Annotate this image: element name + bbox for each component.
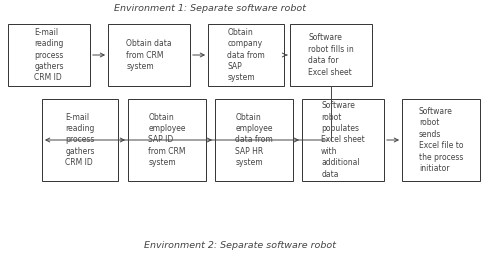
Text: Environment 1: Separate software robot: Environment 1: Separate software robot bbox=[114, 4, 306, 13]
Text: Obtain
company
data from
SAP
system: Obtain company data from SAP system bbox=[227, 28, 265, 82]
Bar bbox=[42, 99, 118, 181]
Text: Obtain data
from CRM
system: Obtain data from CRM system bbox=[126, 39, 172, 71]
Bar bbox=[402, 99, 480, 181]
Text: Obtain
employee
SAP ID
from CRM
system: Obtain employee SAP ID from CRM system bbox=[148, 113, 186, 167]
Text: E-mail
reading
process
gathers
CRM ID: E-mail reading process gathers CRM ID bbox=[34, 28, 64, 82]
Text: Obtain
employee
data from
SAP HR
system: Obtain employee data from SAP HR system bbox=[235, 113, 273, 167]
Bar bbox=[8, 24, 90, 86]
Bar bbox=[128, 99, 206, 181]
Bar bbox=[208, 24, 284, 86]
Text: E-mail
reading
process
gathers
CRM ID: E-mail reading process gathers CRM ID bbox=[65, 113, 95, 167]
Text: Software
robot
populates
Excel sheet
with
additional
data: Software robot populates Excel sheet wit… bbox=[321, 101, 365, 179]
Text: Software
robot fills in
data for
Excel sheet: Software robot fills in data for Excel s… bbox=[308, 33, 354, 77]
Bar bbox=[108, 24, 190, 86]
Bar bbox=[215, 99, 293, 181]
Text: Environment 2: Separate software robot: Environment 2: Separate software robot bbox=[144, 241, 336, 250]
Text: Software
robot
sends
Excel file to
the process
initiator: Software robot sends Excel file to the p… bbox=[419, 107, 463, 173]
Bar bbox=[290, 24, 372, 86]
Bar bbox=[302, 99, 384, 181]
